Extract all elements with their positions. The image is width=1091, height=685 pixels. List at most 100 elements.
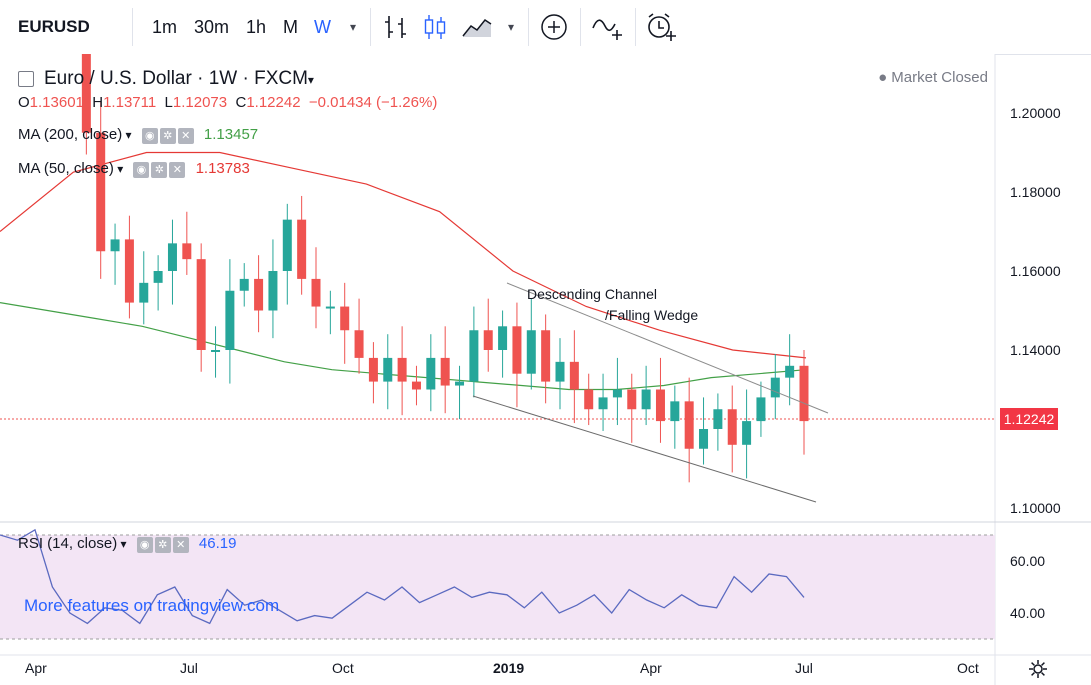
eye-icon[interactable]: ◉ bbox=[141, 127, 158, 144]
candle-body bbox=[383, 357, 393, 382]
candle-body bbox=[627, 389, 637, 410]
candle-body bbox=[239, 278, 249, 291]
divider bbox=[635, 8, 636, 46]
rsi-value: 46.19 bbox=[198, 535, 237, 552]
candle-body bbox=[469, 330, 479, 382]
candles-icon[interactable] bbox=[418, 10, 452, 44]
close-icon[interactable]: ✕ bbox=[172, 536, 189, 553]
channel-lower-line[interactable] bbox=[472, 395, 817, 503]
alert-icon[interactable] bbox=[644, 10, 678, 44]
interval-1m[interactable]: 1m bbox=[152, 17, 178, 37]
settings-gear-icon[interactable] bbox=[1027, 658, 1049, 680]
time-label: Jul bbox=[795, 660, 813, 676]
ma50-legend: MA (50, close) ▾ ◉ ✲ ✕ 1.13783 bbox=[18, 160, 250, 178]
ma200-dropdown-icon[interactable]: ▾ bbox=[122, 128, 132, 142]
candle-body bbox=[110, 239, 120, 252]
interval-1h[interactable]: 1h bbox=[246, 17, 267, 37]
series-title[interactable]: Euro / U.S. Dollar · 1W · FXCM bbox=[44, 68, 308, 89]
candle-body bbox=[799, 365, 809, 422]
interval-dropdown-icon[interactable]: ▾ bbox=[350, 20, 357, 34]
ma50-line bbox=[0, 151, 807, 359]
candle-body bbox=[311, 278, 321, 307]
ma200-label[interactable]: MA (200, close) bbox=[18, 126, 123, 143]
market-status: ● Market Closed bbox=[878, 69, 988, 86]
gear-icon[interactable]: ✲ bbox=[154, 536, 171, 553]
rsi-axis-label: 40.00 bbox=[1010, 605, 1046, 621]
candle-body bbox=[612, 389, 622, 398]
title-dropdown-icon[interactable]: ▾ bbox=[307, 73, 314, 87]
channel-upper-line[interactable] bbox=[506, 282, 829, 414]
candle-body bbox=[713, 409, 723, 429]
ohlc-open-label: O bbox=[18, 94, 30, 111]
candle-body bbox=[225, 290, 235, 350]
interval-month[interactable]: M bbox=[283, 17, 298, 37]
divider bbox=[370, 8, 371, 46]
candle-body bbox=[368, 357, 378, 382]
add-indicator-icon[interactable] bbox=[537, 10, 571, 44]
eye-icon[interactable]: ◉ bbox=[133, 161, 150, 178]
candle-body bbox=[655, 389, 665, 422]
interval-week[interactable]: W bbox=[314, 17, 331, 37]
candle-body bbox=[254, 278, 264, 311]
ma50-label[interactable]: MA (50, close) bbox=[18, 160, 114, 177]
candle-body bbox=[555, 361, 565, 382]
last-price-badge: 1.12242 bbox=[1000, 408, 1058, 430]
candle-body bbox=[340, 306, 350, 331]
time-label: Oct bbox=[957, 660, 979, 676]
candle-body bbox=[139, 282, 149, 303]
area-icon[interactable] bbox=[460, 10, 494, 44]
candle-body bbox=[727, 409, 737, 445]
divider bbox=[528, 8, 529, 46]
ohlc-low: 1.12073 bbox=[172, 94, 228, 111]
close-icon[interactable]: ✕ bbox=[177, 127, 194, 144]
candle-body bbox=[196, 259, 206, 350]
time-label: 2019 bbox=[493, 660, 525, 676]
watermark-link[interactable]: More features on tradingview.com bbox=[24, 596, 280, 615]
candle-body bbox=[455, 381, 465, 386]
rsi-legend: RSI (14, close) ▾ ◉ ✲ ✕ 46.19 bbox=[18, 535, 236, 553]
rsi-label[interactable]: RSI (14, close) bbox=[18, 535, 118, 552]
ma50-value: 1.13783 bbox=[195, 160, 250, 177]
candle-body bbox=[770, 377, 780, 398]
candle-body bbox=[81, 54, 91, 133]
gear-icon[interactable]: ✲ bbox=[151, 161, 168, 178]
ma200-legend: MA (200, close) ▾ ◉ ✲ ✕ 1.13457 bbox=[18, 126, 258, 144]
bar-style-icon[interactable] bbox=[380, 10, 414, 44]
candle-body bbox=[670, 401, 680, 422]
divider bbox=[580, 8, 581, 46]
time-label: Jul bbox=[180, 660, 198, 676]
candle-body bbox=[426, 357, 436, 390]
rsi-dropdown-icon[interactable]: ▾ bbox=[117, 537, 127, 551]
chart-type-dropdown-icon[interactable]: ▾ bbox=[508, 20, 515, 34]
candle-body bbox=[440, 357, 450, 386]
chart-canvas[interactable] bbox=[0, 54, 1091, 685]
price-label: 1.18000 bbox=[1010, 184, 1061, 200]
candle-body bbox=[297, 219, 307, 279]
candle-body bbox=[397, 357, 407, 382]
eye-icon[interactable]: ◉ bbox=[136, 536, 153, 553]
symbol-search[interactable]: EURUSD bbox=[18, 17, 90, 36]
interval-30m[interactable]: 30m bbox=[194, 17, 230, 37]
time-label: Apr bbox=[25, 660, 47, 676]
ohlc-low-label: L bbox=[164, 94, 173, 111]
ohlc-values: O1.13601 H1.13711 L1.12073 C1.12242 −0.0… bbox=[18, 94, 437, 111]
top-toolbar: EURUSD 1m 30m 1h M W ▾ ▾ bbox=[0, 0, 1091, 55]
divider bbox=[132, 8, 133, 46]
ma50-dropdown-icon[interactable]: ▾ bbox=[113, 162, 124, 176]
candle-body bbox=[512, 326, 522, 374]
candle-body bbox=[756, 397, 766, 422]
annotation-text[interactable]: /Falling Wedge bbox=[605, 307, 699, 323]
candle-body bbox=[598, 397, 608, 410]
ma200-value: 1.13457 bbox=[203, 126, 259, 143]
candle-body bbox=[282, 219, 292, 271]
compare-icon[interactable] bbox=[590, 10, 624, 44]
legend-collapse-icon[interactable] bbox=[18, 70, 34, 87]
rsi-path bbox=[0, 528, 805, 625]
price-label: 1.14000 bbox=[1010, 342, 1061, 358]
gear-icon[interactable]: ✲ bbox=[159, 127, 176, 144]
close-icon[interactable]: ✕ bbox=[169, 161, 186, 178]
candle-body bbox=[411, 381, 421, 390]
candle-body bbox=[785, 365, 795, 378]
candle-body bbox=[325, 306, 335, 309]
annotation-text[interactable]: Descending Channel bbox=[527, 286, 657, 302]
